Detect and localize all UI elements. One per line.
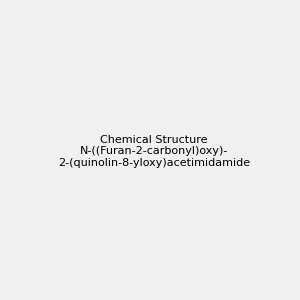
Text: Chemical Structure
N-((Furan-2-carbonyl)oxy)-
2-(quinolin-8-yloxy)acetimidamide: Chemical Structure N-((Furan-2-carbonyl)… — [58, 135, 250, 168]
